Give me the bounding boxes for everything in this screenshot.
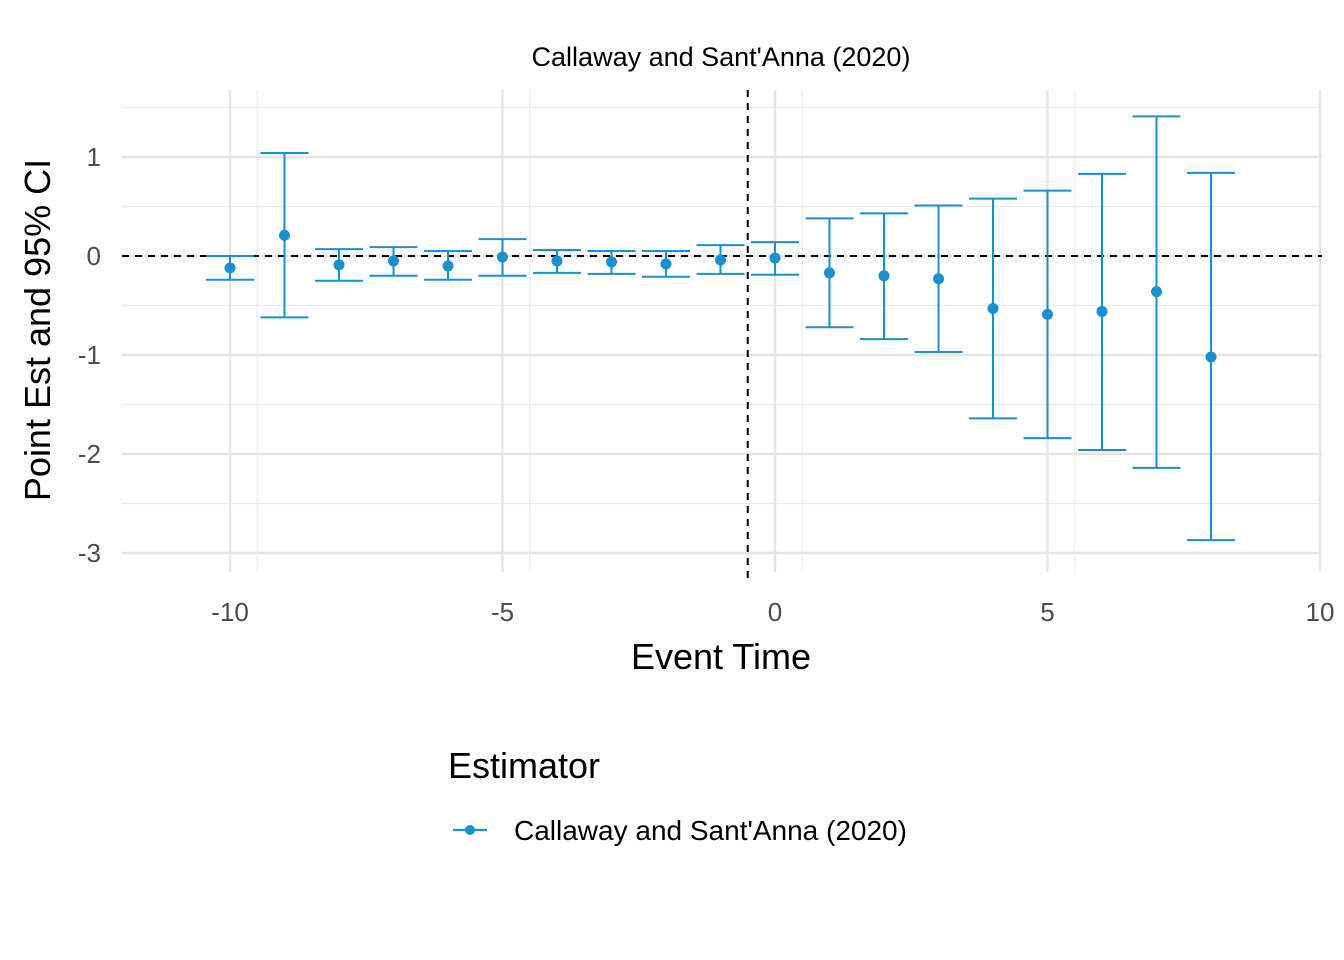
error-bar-group [478, 238, 527, 277]
error-bar-group [805, 217, 854, 329]
error-bar-group [260, 152, 309, 319]
error-bar-group [1187, 171, 1235, 542]
y-axis-title: Point Est and 95% CI [17, 159, 58, 501]
data-point [1205, 351, 1217, 363]
y-tick-label: -1 [78, 340, 101, 370]
x-tick-label: 5 [1040, 597, 1054, 627]
x-tick-label: -5 [491, 597, 514, 627]
data-point [1096, 305, 1108, 317]
error-bar-group [1023, 189, 1072, 440]
x-axis-title: Event Time [631, 636, 811, 677]
y-tick-label: 0 [87, 241, 101, 271]
data-point [715, 254, 726, 266]
legend-title: Estimator [448, 745, 600, 786]
y-tick-labels: 1 0 -1 -2 -3 [78, 142, 101, 568]
x-tick-label: 0 [768, 597, 782, 627]
error-bar-group [1078, 172, 1126, 452]
data-point [1151, 286, 1162, 298]
data-point [769, 252, 781, 264]
x-tick-label: -10 [211, 597, 249, 627]
error-bar-group [315, 248, 363, 282]
y-tick-label: -3 [78, 538, 101, 568]
legend-key-point [465, 825, 475, 835]
data-point [933, 273, 944, 285]
legend: Estimator Callaway and Sant'Anna (2020) [448, 745, 907, 846]
data-point [224, 262, 236, 274]
error-bar-group [969, 197, 1017, 420]
error-bar-group [424, 250, 472, 281]
data-point [878, 270, 890, 282]
plot-title: Callaway and Sant'Anna (2020) [532, 42, 911, 72]
error-bar-group [369, 246, 418, 277]
data-point [333, 259, 345, 271]
x-tick-labels: -10 -5 0 5 10 [211, 597, 1334, 627]
error-bar-group [642, 250, 690, 278]
y-tick-label: 1 [87, 142, 101, 172]
y-tick-label: -2 [78, 439, 101, 469]
error-bar-group [751, 241, 799, 276]
data-point [660, 258, 672, 270]
data-point [388, 255, 399, 267]
error-bar-group [696, 244, 745, 275]
data-point [279, 229, 290, 241]
data-point [606, 256, 617, 268]
error-bar-group [1132, 115, 1181, 469]
x-tick-label: 10 [1306, 597, 1335, 627]
data-point [824, 267, 835, 279]
error-bars [206, 115, 1235, 542]
grid [122, 90, 1322, 572]
error-bar-group [914, 204, 963, 354]
data-point [442, 260, 454, 272]
legend-label: Callaway and Sant'Anna (2020) [514, 815, 907, 846]
error-bar-group [587, 250, 636, 275]
data-point [987, 302, 999, 314]
data-point [551, 255, 563, 267]
error-bar-group [206, 255, 254, 281]
error-bar-group [533, 249, 581, 274]
error-bar-group [860, 212, 908, 341]
data-point [497, 251, 508, 263]
data-point [1042, 308, 1053, 320]
reference-lines [122, 90, 1322, 578]
